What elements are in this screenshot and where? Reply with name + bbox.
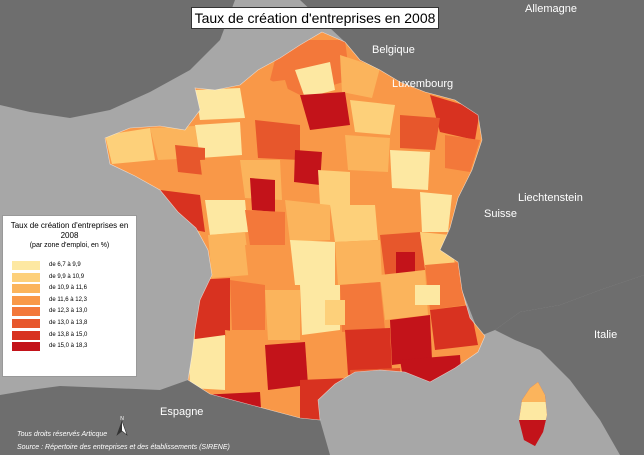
continental-europe-land [300, 0, 644, 336]
label-belgique: Belgique [372, 44, 415, 56]
label-espagne: Espagne [160, 406, 204, 418]
label-italie: Italie [594, 329, 618, 341]
france-border [104, 31, 486, 421]
label-liechtenstein: Liechtenstein [518, 192, 583, 204]
legend-label: de 9,9 à 10,9 [49, 273, 85, 280]
legend-swatch [12, 295, 40, 305]
legend-label: de 12,3 à 13,0 [49, 308, 88, 315]
iberia-land [0, 380, 330, 455]
legend-swatch [12, 342, 40, 352]
legend-swatch [12, 318, 40, 328]
italy-land [495, 275, 644, 455]
label-luxembourg: Luxembourg [392, 78, 454, 90]
legend-label: de 13,0 à 13,8 [49, 319, 88, 326]
legend-subtitle: (par zone d'emploi, en %) [29, 242, 110, 249]
legend-label: de 11,6 à 12,3 [49, 296, 87, 303]
credits-rights: Tous droits réservés Articque [17, 431, 108, 438]
legend: Taux de création d'entreprises en 2008 (… [2, 215, 137, 377]
legend-swatch [12, 261, 40, 270]
north-arrow-icon: N [116, 416, 128, 436]
legend-swatch [12, 272, 40, 282]
legend-label: de 6,7 à 9,9 [49, 262, 81, 268]
britain-land [0, 0, 235, 118]
credits-source: Source : Répertoire des entreprises et d… [17, 444, 230, 451]
legend-label: de 10,9 à 11,6 [49, 285, 87, 292]
legend-title: Taux de création d'entreprises en 2008 [10, 221, 129, 240]
label-suisse: Suisse [484, 208, 518, 220]
legend-label: de 13,8 à 15,0 [49, 331, 88, 338]
legend-label: de 15,0 à 18,3 [49, 343, 88, 350]
legend-swatch [12, 307, 40, 317]
legend-swatch [12, 330, 40, 340]
svg-text:N: N [120, 416, 124, 422]
map-title: Taux de création d'entreprises en 2008 [191, 7, 439, 29]
legend-swatch [12, 284, 40, 294]
corsica [519, 382, 547, 446]
label-allemagne: Allemagne [525, 3, 577, 15]
